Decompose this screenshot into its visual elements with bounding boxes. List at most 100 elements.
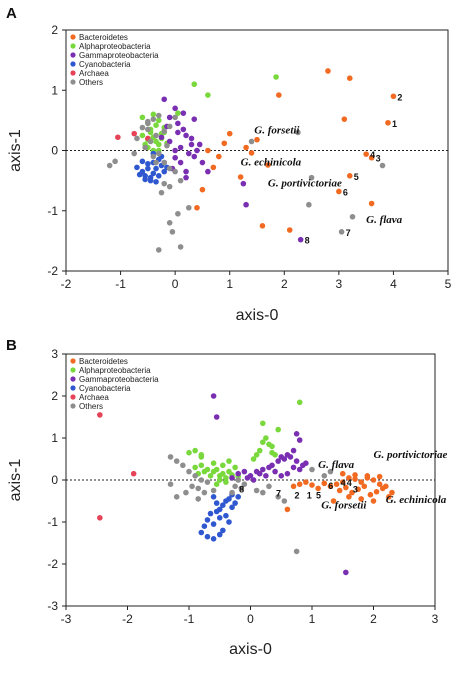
chart-b-point-gammaproteobacteria (241, 468, 248, 475)
chart-a-point-alphaproteobacteria (205, 92, 211, 98)
chart-b-point-others (293, 548, 300, 555)
chart-a-point-others (161, 180, 168, 187)
chart-a-point-others (166, 183, 173, 190)
chart-a-point-alphaproteobacteria (153, 122, 159, 128)
chart-a-number-label: 1 (392, 119, 397, 129)
chart-a-point-bacteroidetes (199, 186, 206, 193)
chart-a-legend-label: Archaea (79, 69, 109, 78)
chart-b-point-cyanobacteria (213, 500, 220, 506)
chart-a-number-label: 2 (397, 92, 402, 102)
chart-a-point-cyanobacteria (145, 160, 151, 167)
chart-b-point-gammaproteobacteria (284, 470, 291, 477)
chart-b-point-bacteroidetes (336, 487, 343, 494)
chart-a-point-gammaproteobacteria (191, 153, 198, 160)
chart-a-number-label: 6 (343, 187, 348, 197)
chart-b-legend-swatch (70, 358, 76, 364)
chart-b-point-gammaproteobacteria (278, 473, 285, 479)
chart-a-point-gammaproteobacteria (194, 147, 200, 154)
chart-b-point-archaea (97, 412, 103, 418)
chart-b-point-alphaproteobacteria (269, 449, 275, 456)
chart-a-point-alphaproteobacteria (139, 132, 146, 139)
chart-a-point-bacteroidetes (363, 151, 369, 157)
chart-a-point-gammaproteobacteria (243, 201, 249, 208)
chart-b-point-alphaproteobacteria (223, 475, 229, 481)
chart-b-point-bacteroidetes (296, 481, 303, 488)
chart-b-point-gammaproteobacteria (260, 466, 266, 473)
chart-b-point-alphaproteobacteria (263, 435, 269, 441)
chart-a-point-bacteroidetes (368, 200, 375, 207)
chart-b-y-tick-label: 2 (51, 389, 58, 403)
chart-a-y-tick-label: 2 (51, 23, 58, 37)
chart-b-point-others (192, 473, 198, 479)
chart-b-point-others (167, 481, 174, 488)
chart-a-number-label: 4 (370, 150, 375, 160)
chart-b-y-tick-label: 0 (51, 473, 58, 487)
chart-a-y-tick-label: -1 (47, 204, 58, 218)
chart-a-x-tick-label: 1 (226, 277, 233, 291)
chart-b-point-alphaproteobacteria (253, 452, 260, 458)
chart-b-species-label: G. forsetii (321, 500, 367, 512)
chart-b-point-bacteroidetes (376, 481, 383, 488)
chart-b-point-bacteroidetes (303, 479, 309, 485)
chart-a-legend-swatch (70, 34, 76, 40)
chart-a-point-others (106, 162, 113, 169)
chart-a-point-gammaproteobacteria (161, 96, 168, 103)
chart-b-y-tick-label: 1 (51, 431, 58, 445)
chart-a-point-others (155, 150, 162, 157)
chart-b-legend-label: Archaea (79, 393, 109, 402)
chart-a-point-others (150, 116, 157, 122)
chart-a-point-others (142, 144, 148, 151)
chart-a-point-gammaproteobacteria (172, 105, 178, 112)
chart-b-point-bacteroidetes (284, 506, 291, 513)
chart-a-point-gammaproteobacteria (180, 126, 187, 133)
chart-a-point-alphaproteobacteria (175, 110, 181, 116)
chart-b-point-bacteroidetes (343, 484, 349, 491)
chart-a-point-others (166, 220, 173, 226)
chart-b-point-bacteroidetes (290, 483, 297, 490)
chart-a-point-cyanobacteria (134, 164, 140, 171)
chart-a-x-tick-label: 5 (445, 277, 452, 291)
chart-a-legend-swatch (70, 70, 76, 76)
chart-b-point-others (189, 483, 195, 490)
chart-a-point-others (112, 158, 118, 165)
chart-b-point-alphaproteobacteria (213, 466, 220, 473)
chart-b-point-bacteroidetes (361, 483, 368, 490)
chart-b-point-gammaproteobacteria (296, 466, 303, 473)
chart-b-number-label: 2 (294, 491, 299, 501)
chart-a-point-bacteroidetes (248, 150, 255, 156)
chart-a-point-others (172, 168, 178, 175)
chart-a-point-others (295, 129, 301, 136)
chart-a-legend-swatch (70, 52, 76, 58)
chart-a-point-bacteroidetes (194, 204, 200, 211)
chart-b-point-bacteroidetes (333, 481, 340, 488)
chart-a-point-bacteroidetes (368, 154, 375, 161)
chart-b-point-others (253, 487, 260, 494)
chart-a-y-tick-label: -2 (47, 264, 58, 278)
chart-b-number-label: 7 (276, 489, 281, 499)
chart-b-point-others (281, 498, 288, 504)
chart-b-y-tick-label: -2 (47, 557, 58, 571)
chart-a-point-others (172, 114, 178, 121)
chart-b-point-bacteroidetes (386, 494, 392, 500)
chart-b-point-bacteroidetes (370, 477, 377, 483)
chart-a-point-bacteroidetes (259, 223, 266, 229)
chart-a-point-cyanobacteria (139, 158, 146, 165)
chart-a-point-gammaproteobacteria (205, 168, 211, 175)
chart-b-point-bacteroidetes (321, 480, 328, 487)
chart-b-point-bacteroidetes (358, 479, 365, 485)
chart-b-point-others (210, 487, 217, 494)
chart-b-point-gammaproteobacteria (244, 475, 251, 481)
chart-b-point-bacteroidetes (327, 483, 334, 490)
chart-b-legend-swatch (70, 394, 76, 400)
chart-a-legend-swatch (70, 61, 76, 67)
chart-a-point-others (155, 247, 162, 253)
chart-a-point-gammaproteobacteria (191, 116, 198, 122)
chart-b-point-gammaproteobacteria (293, 431, 300, 437)
chart-b-point-gammaproteobacteria (296, 437, 303, 443)
chart-a-point-cyanobacteria (153, 179, 159, 185)
chart-a-point-gammaproteobacteria (199, 159, 206, 166)
chart-a-point-others (166, 123, 173, 130)
chart-b-x-tick-label: -2 (122, 612, 133, 626)
chart-a-y-axis-title: axis-1 (7, 129, 24, 172)
chart-b-point-others (235, 477, 241, 483)
